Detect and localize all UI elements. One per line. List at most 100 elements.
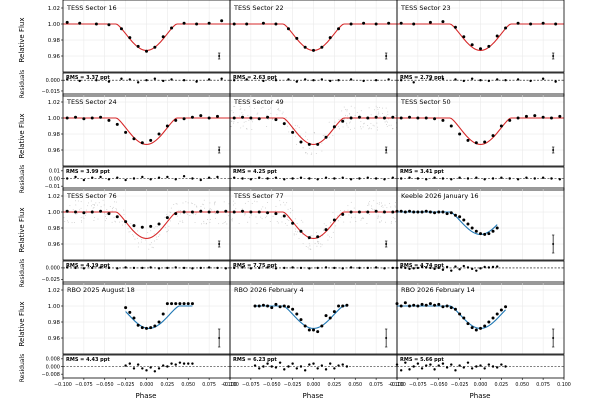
raw-data-point	[298, 237, 300, 239]
raw-data-point	[260, 216, 262, 218]
raw-data-point	[335, 221, 336, 223]
raw-data-point	[361, 218, 363, 220]
raw-data-point	[150, 242, 152, 244]
flux-data-point	[128, 36, 132, 40]
raw-data-point	[268, 109, 270, 110]
residual-data-point	[420, 265, 424, 269]
flux-data-point	[307, 142, 311, 146]
flux-data-point	[441, 20, 445, 24]
residual-data-point	[283, 368, 286, 371]
flux-data-point	[416, 116, 420, 120]
residual-data-point	[470, 267, 474, 271]
raw-data-point	[265, 207, 266, 209]
flux-data-point	[549, 116, 553, 120]
raw-data-point	[380, 205, 382, 207]
raw-data-point	[206, 222, 208, 224]
x-axis-label-col2: Phase	[303, 392, 324, 400]
raw-data-point	[79, 209, 81, 211]
raw-data-point	[243, 121, 245, 123]
flux-data-point	[174, 118, 178, 122]
panel-3: TESS Sector 23 RMS = 2.79 ppt	[396, 0, 565, 97]
residual-data-point	[299, 266, 303, 270]
residual-data-point	[408, 368, 411, 371]
raw-data-point	[362, 126, 364, 128]
raw-data-point	[237, 122, 239, 124]
residual-data-point	[266, 362, 269, 365]
flux-data-point	[433, 303, 437, 307]
flux-data-point	[412, 22, 416, 26]
flux-data-point	[140, 141, 144, 145]
residual-data-point	[366, 266, 369, 270]
raw-data-point	[367, 125, 369, 126]
raw-data-point	[240, 127, 242, 129]
raw-data-point	[395, 221, 396, 223]
residual-data-point	[433, 368, 436, 371]
rms-label: RMS = 4.74 ppt	[400, 263, 444, 269]
raw-data-point	[395, 115, 397, 116]
x-tick-label: −0.025	[284, 382, 302, 388]
raw-data-point	[294, 230, 296, 232]
flux-data-point	[90, 116, 94, 120]
residual-tick-label: −0.015	[41, 89, 60, 95]
residual-data-point	[287, 78, 290, 81]
raw-data-point	[228, 203, 230, 205]
flux-data-point	[232, 116, 236, 120]
raw-data-point	[256, 223, 258, 225]
raw-data-point	[265, 217, 266, 219]
flux-data-point	[483, 324, 487, 328]
residual-data-point	[220, 77, 223, 80]
flux-tick-label: 0.96	[48, 242, 61, 248]
x-tick-label: 0.075	[202, 382, 216, 388]
flux-data-point	[332, 125, 336, 129]
raw-data-point	[196, 206, 198, 208]
raw-data-point	[391, 213, 393, 215]
raw-data-point	[209, 222, 211, 224]
raw-data-point	[133, 235, 134, 237]
raw-data-point	[204, 207, 205, 209]
residual-data-point	[475, 176, 478, 179]
flux-data-point	[249, 210, 253, 214]
raw-data-point	[370, 128, 372, 130]
residual-data-point	[162, 79, 165, 83]
raw-data-point	[129, 231, 131, 233]
raw-data-point	[294, 135, 296, 137]
residual-data-point	[491, 265, 495, 269]
residual-data-point	[141, 266, 144, 270]
raw-data-point	[281, 221, 283, 223]
raw-data-point	[168, 225, 170, 227]
flux-data-point	[157, 132, 161, 136]
raw-data-point	[374, 109, 376, 111]
residual-data-point	[374, 78, 378, 82]
raw-data-point	[196, 205, 197, 207]
raw-data-point	[166, 213, 168, 215]
raw-data-point	[148, 248, 150, 250]
panel-title: TESS Sector 76	[66, 192, 117, 200]
residual-tick-label: −0.008	[41, 372, 60, 378]
raw-data-point	[90, 200, 92, 202]
flux-data-point	[495, 312, 499, 316]
raw-data-point	[272, 119, 273, 120]
x-tick-label: 0.050	[515, 382, 529, 388]
flux-data-point	[224, 209, 228, 213]
residual-data-point	[74, 266, 77, 270]
raw-data-point	[256, 113, 258, 115]
raw-data-point	[314, 242, 316, 244]
raw-data-point	[63, 217, 65, 219]
raw-data-point	[289, 212, 291, 214]
residual-data-point	[136, 81, 140, 84]
residual-data-point	[412, 267, 415, 270]
residual-data-point	[91, 176, 94, 179]
raw-data-point	[378, 107, 380, 108]
flux-data-point	[199, 114, 203, 118]
raw-data-point	[138, 242, 139, 244]
flux-data-point	[65, 209, 69, 213]
flux-data-point	[408, 115, 412, 119]
raw-data-point	[169, 220, 171, 222]
flux-data-point	[190, 115, 194, 119]
raw-data-point	[233, 204, 235, 206]
flux-data-point	[332, 310, 336, 314]
residual-data-point	[366, 176, 369, 179]
raw-data-point	[164, 216, 166, 218]
flux-data-point	[261, 21, 265, 25]
residual-data-point	[362, 79, 365, 83]
